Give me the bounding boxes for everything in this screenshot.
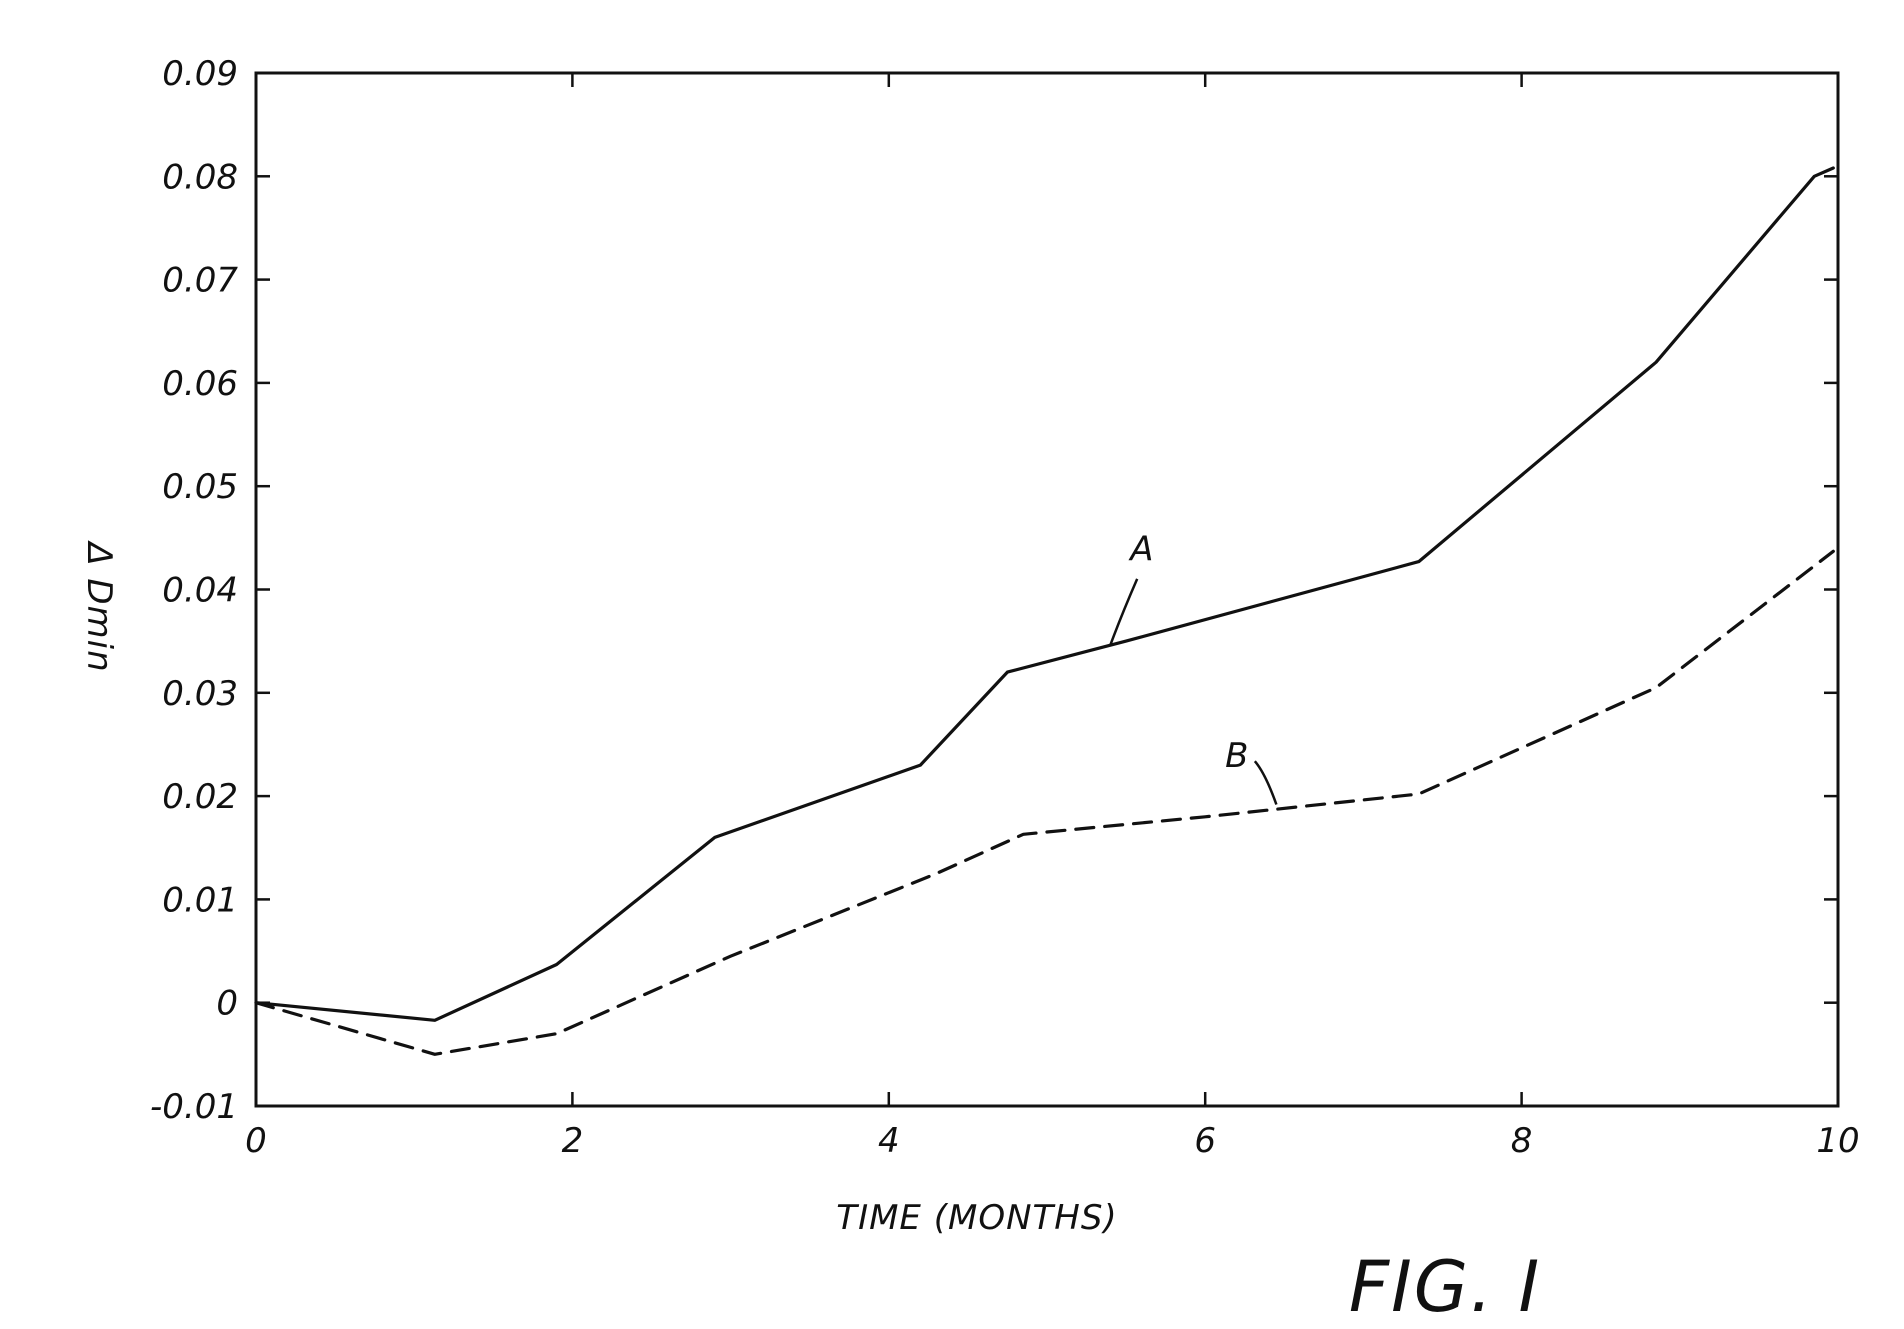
x-tick-label: 2	[562, 1121, 584, 1161]
y-tick-label: 0.05	[162, 467, 238, 507]
x-tick-label: 10	[1816, 1121, 1859, 1161]
y-tick-label: 0.02	[162, 777, 238, 817]
y-tick-label: 0.01	[162, 880, 238, 920]
y-tick-label: 0.07	[162, 261, 238, 301]
x-axis-title: TIME (MONTHS)	[836, 1198, 1117, 1238]
curve-label-b: B	[1225, 736, 1248, 776]
y-tick-label: 0.03	[162, 674, 238, 714]
y-axis-title: Δ Dmin	[79, 539, 119, 672]
curve-label-a: A	[1128, 530, 1153, 570]
figure-label: FIG. I	[1349, 1246, 1541, 1328]
x-tick-label: 0	[245, 1121, 267, 1161]
y-tick-label: 0.08	[162, 157, 238, 197]
x-tick-label: 6	[1194, 1121, 1216, 1161]
y-tick-label: -0.01	[150, 1087, 238, 1127]
y-tick-label: 0.06	[162, 364, 238, 404]
y-tick-label: 0	[216, 984, 238, 1024]
x-tick-label: 8	[1511, 1121, 1533, 1161]
y-tick-label: 0.09	[162, 54, 238, 94]
x-tick-label: 4	[878, 1121, 900, 1161]
y-tick-label: 0.04	[162, 571, 238, 611]
